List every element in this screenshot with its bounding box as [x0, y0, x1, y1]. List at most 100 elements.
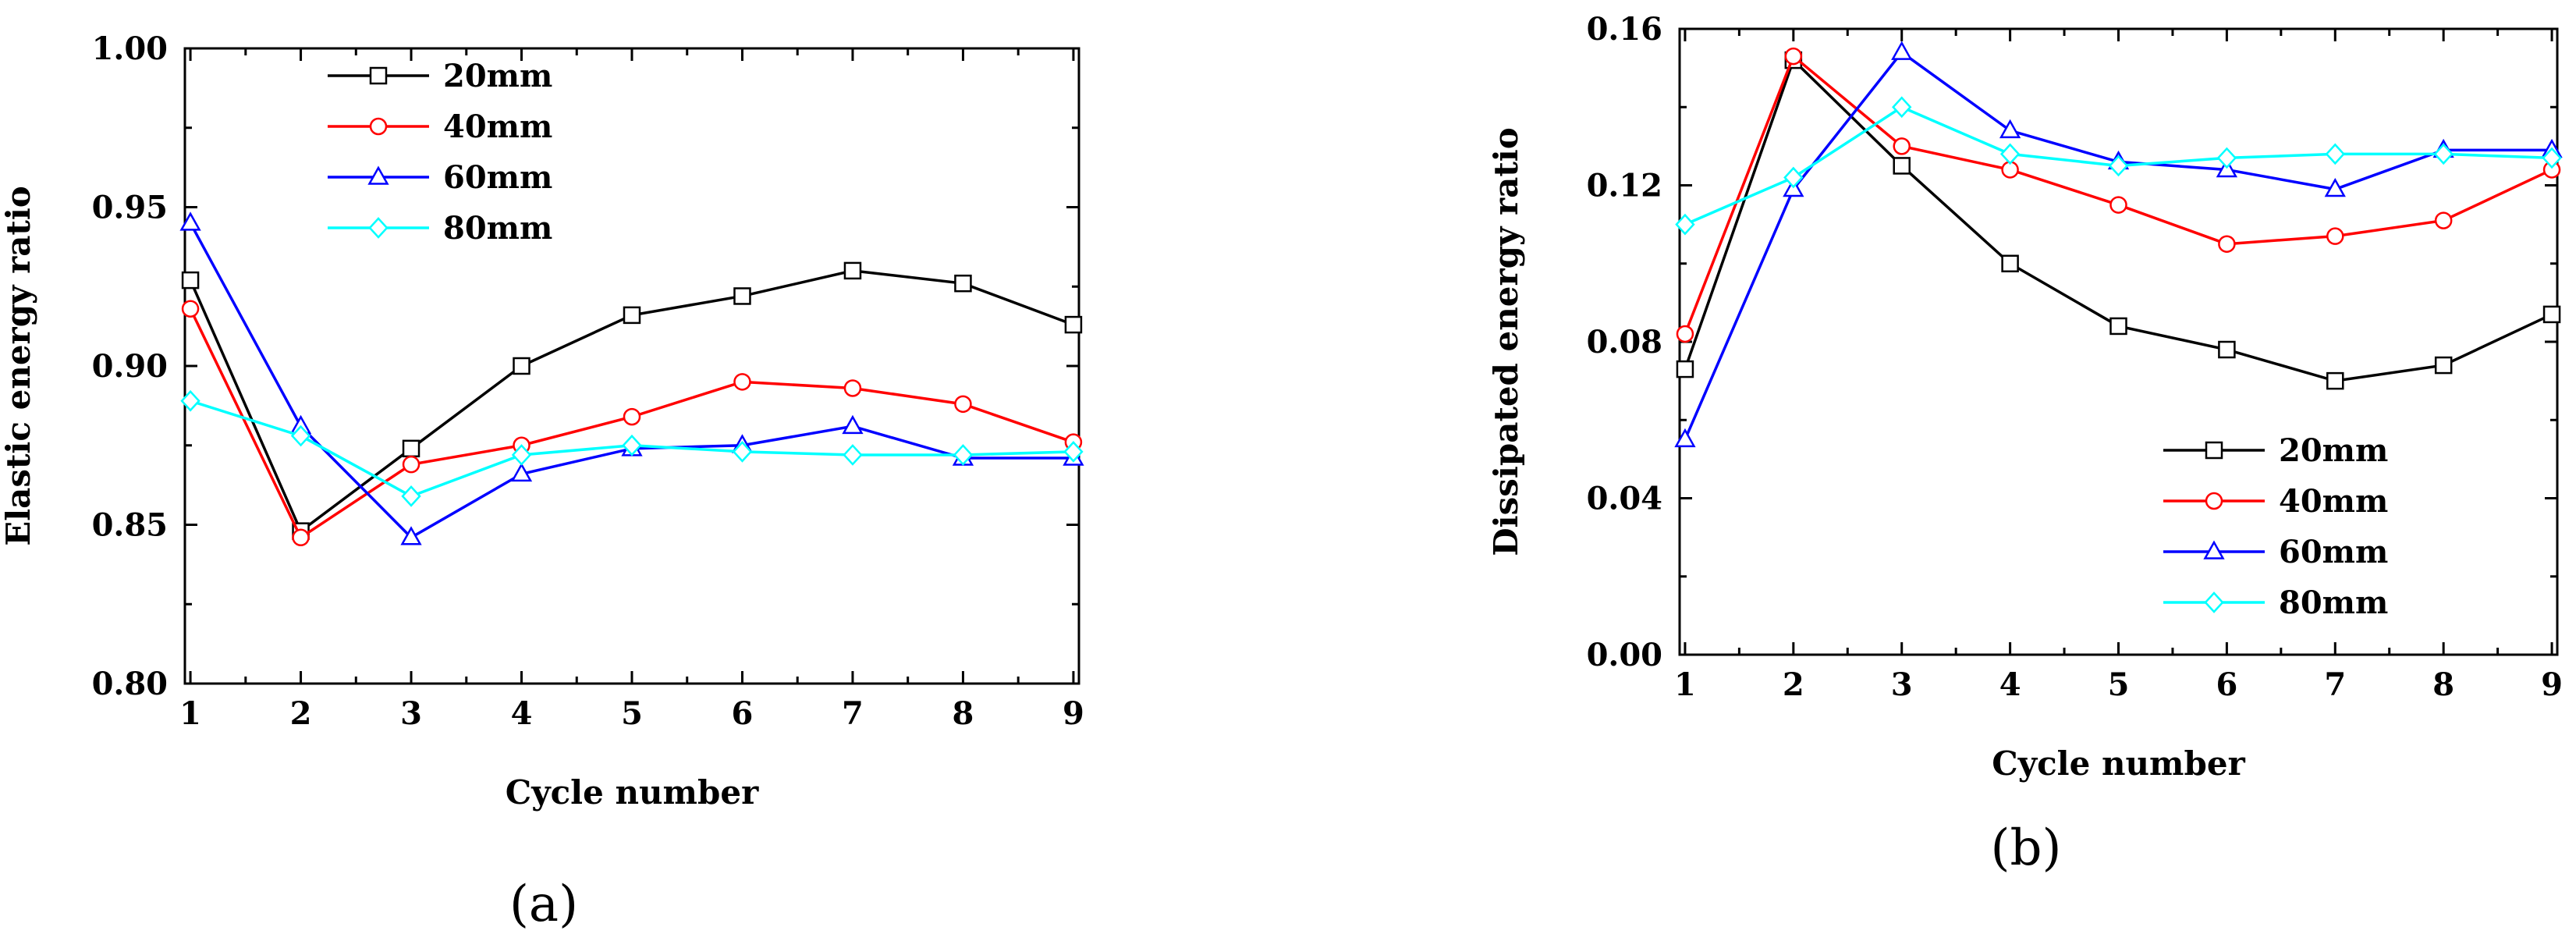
a-xtick-label: 8 [953, 695, 974, 732]
b-point-80mm-3 [1892, 96, 1912, 119]
b-legend-marker-40mm [2205, 492, 2223, 510]
b-x-axis-title: Cycle number [1992, 744, 2245, 783]
b-legend-marker-20mm [2205, 441, 2223, 460]
a-point-60mm-7 [842, 414, 864, 435]
chart-a: 0.80 0.85 0.90 0.95 1.00 1 2 3 4 5 6 7 8 9 Cycle numbe… [0, 30, 1084, 933]
b-ytick-label: 0.04 [1587, 481, 1662, 517]
b-point-60mm-1 [1674, 428, 1696, 448]
b-plot-frame [1678, 27, 2559, 656]
b-legend-label-20mm: 20mm [2279, 432, 2388, 469]
chart-b: 0.00 0.04 0.08 0.12 0.16 1 2 3 4 5 6 7 8 9 Cycle numbe… [1487, 11, 2563, 877]
b-legend-label-60mm: 60mm [2279, 534, 2388, 570]
b-xtick-label: 2 [1783, 666, 1804, 703]
b-legend-marker-80mm [2204, 591, 2224, 613]
a-point-20mm-7 [843, 261, 862, 280]
a-point-40mm-8 [954, 395, 972, 414]
a-legend-marker-80mm [368, 217, 389, 239]
a-legend-label-60mm: 60mm [443, 159, 552, 196]
a-point-60mm-3 [400, 526, 422, 545]
b-xtick-label: 8 [2432, 666, 2454, 703]
b-point-80mm-9 [2542, 147, 2562, 169]
a-point-80mm-1 [180, 389, 200, 412]
a-panel-label: (a) [509, 876, 578, 933]
b-point-80mm-7 [2325, 143, 2345, 165]
b-point-40mm-2 [1784, 47, 1803, 66]
b-point-20mm-6 [2218, 340, 2236, 359]
b-series-line-40mm [1684, 54, 2553, 335]
a-y-axis-title: Elastic energy ratio [0, 186, 37, 546]
a-point-20mm-6 [733, 287, 751, 305]
b-xtick-label: 4 [1999, 666, 2021, 703]
a-legend-marker-60mm [367, 165, 389, 185]
a-point-80mm-4 [511, 444, 532, 466]
a-plot-frame [183, 47, 1080, 685]
b-point-60mm-7 [2324, 177, 2346, 197]
a-point-80mm-6 [732, 441, 753, 463]
a-legend-label-40mm: 40mm [443, 108, 552, 145]
b-point-40mm-8 [2434, 211, 2453, 229]
b-xtick-label: 6 [2216, 666, 2237, 703]
b-point-80mm-5 [2108, 155, 2129, 177]
b-point-20mm-3 [1893, 157, 1911, 175]
b-point-60mm-4 [1999, 119, 2021, 139]
b-point-80mm-4 [1999, 143, 2021, 165]
a-ytick-label: 0.85 [92, 507, 168, 544]
b-ytick-label: 0.12 [1587, 168, 1662, 204]
a-legend-marker-20mm [369, 66, 388, 85]
b-point-20mm-8 [2434, 356, 2453, 375]
a-point-20mm-9 [1064, 315, 1083, 334]
a-xtick-label: 3 [400, 695, 422, 732]
b-point-40mm-6 [2218, 235, 2236, 253]
b-legend-label-40mm: 40mm [2279, 483, 2388, 520]
b-point-20mm-7 [2326, 371, 2344, 390]
b-ytick-label: 0.16 [1587, 11, 1662, 48]
a-x-axis-title: Cycle number [506, 773, 759, 812]
a-point-80mm-8 [953, 444, 974, 466]
b-point-20mm-9 [2542, 305, 2561, 324]
a-xtick-label: 5 [621, 695, 643, 732]
a-point-40mm-6 [733, 373, 751, 391]
b-point-60mm-3 [1891, 41, 1913, 60]
a-point-60mm-1 [179, 211, 201, 231]
a-xtick-label: 6 [732, 695, 754, 732]
b-point-80mm-2 [1783, 166, 1804, 189]
a-xtick-label: 4 [511, 695, 533, 732]
b-point-80mm-8 [2433, 143, 2454, 165]
a-point-40mm-7 [843, 379, 862, 397]
a-series-line-60mm [189, 222, 1073, 539]
b-point-20mm-4 [2001, 254, 2019, 272]
a-point-80mm-9 [1063, 441, 1084, 463]
a-ytick-label: 0.80 [92, 666, 168, 702]
a-point-20mm-3 [402, 439, 420, 458]
a-point-80mm-5 [622, 434, 642, 456]
b-panel-label: (b) [1991, 819, 2062, 877]
a-point-40mm-3 [402, 455, 420, 474]
a-xtick-label: 7 [842, 695, 864, 732]
b-ytick-label: 0.08 [1587, 324, 1662, 361]
b-point-20mm-1 [1676, 360, 1694, 378]
a-point-80mm-3 [401, 485, 421, 507]
b-point-40mm-3 [1893, 137, 1911, 155]
a-point-80mm-7 [843, 444, 863, 466]
b-xtick-label: 5 [2108, 666, 2130, 703]
a-point-20mm-5 [623, 306, 641, 325]
b-legend-label-80mm: 80mm [2279, 584, 2388, 621]
a-legend-label-20mm: 20mm [443, 58, 552, 94]
a-point-40mm-2 [292, 528, 310, 547]
b-point-80mm-1 [1675, 213, 1695, 236]
b-xtick-label: 1 [1674, 666, 1696, 703]
b-point-40mm-5 [2109, 196, 2127, 214]
b-point-40mm-7 [2326, 227, 2344, 245]
b-xtick-label: 9 [2541, 666, 2563, 703]
a-point-40mm-5 [623, 407, 641, 426]
a-ytick-label: 1.00 [92, 30, 168, 67]
a-point-60mm-4 [510, 462, 533, 482]
b-xtick-label: 7 [2324, 666, 2346, 703]
b-legend-marker-60mm [2203, 540, 2225, 559]
b-y-axis-title: Dissipated energy ratio [1487, 127, 1525, 556]
a-xtick-label: 2 [290, 695, 312, 732]
b-ytick-label: 0.00 [1587, 637, 1662, 673]
a-point-20mm-8 [954, 274, 972, 293]
b-xtick-label: 3 [1891, 666, 1913, 703]
